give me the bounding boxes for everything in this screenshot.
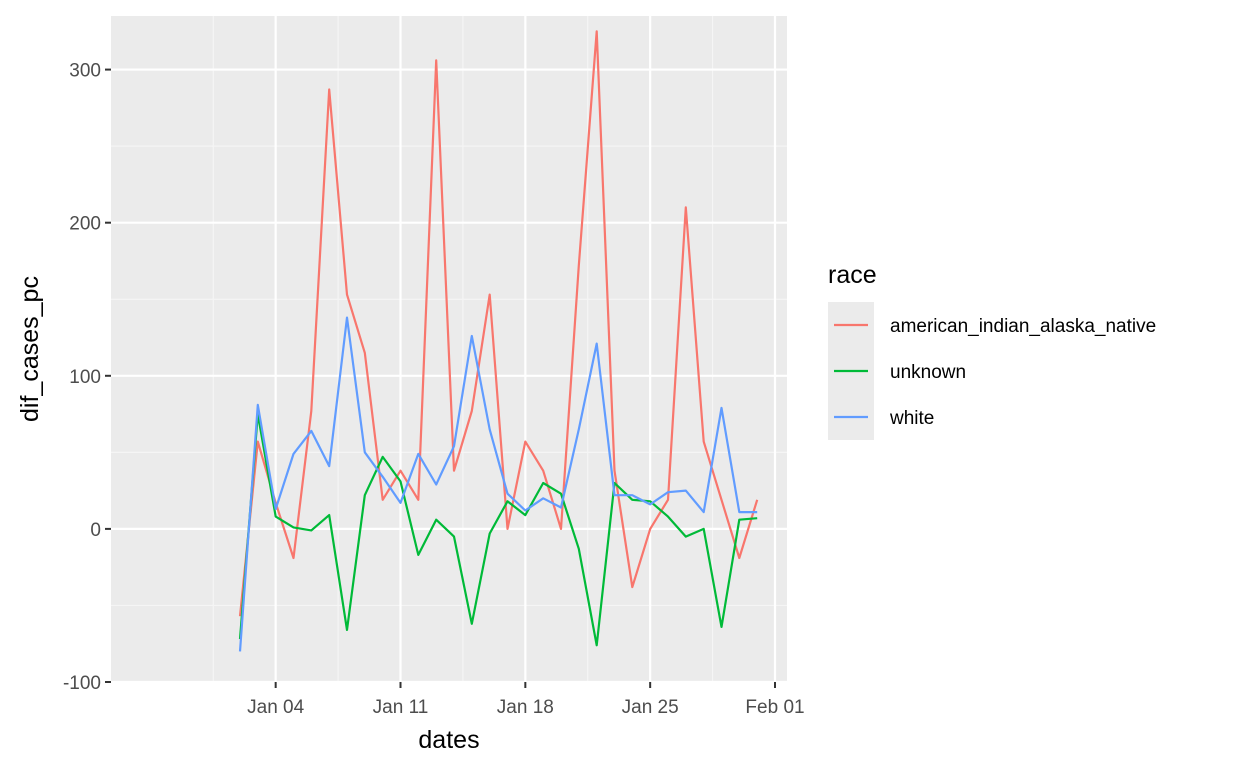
x-tick-label: Jan 18 (497, 697, 554, 718)
series-line-american-indian-alaska-native (238, 30, 759, 617)
x-axis: Jan 04 Jan 11 Jan 18 Jan 25 Feb 01 (247, 682, 805, 718)
grid-minor (111, 16, 787, 682)
series-lines (238, 30, 759, 652)
y-axis-title: dif_cases_pc (16, 276, 44, 422)
x-tick-label: Feb 01 (745, 697, 804, 718)
legend-title: race (828, 261, 877, 289)
grid-major (111, 16, 787, 684)
y-tick-label: 100 (69, 367, 101, 388)
series-line-unknown (238, 413, 758, 647)
x-tick-label: Jan 04 (247, 697, 304, 718)
y-tick-label: 200 (69, 214, 101, 235)
legend-label-white: white (889, 408, 934, 429)
y-tick-label: 0 (90, 520, 101, 541)
legend-label-american-indian-alaska-native: american_indian_alaska_native (890, 316, 1156, 337)
y-tick-label: -100 (63, 673, 101, 694)
x-tick-label: Jan 25 (622, 697, 679, 718)
x-tick-label: Jan 11 (373, 697, 429, 718)
y-axis: -100 0 100 200 300 (63, 61, 111, 694)
series-line-white (238, 316, 758, 652)
y-tick-label: 300 (69, 61, 101, 82)
x-axis-title: dates (418, 726, 479, 754)
legend: race american_indian_alaska_nativeunknow… (828, 261, 1156, 440)
legend-label-unknown: unknown (890, 362, 966, 383)
